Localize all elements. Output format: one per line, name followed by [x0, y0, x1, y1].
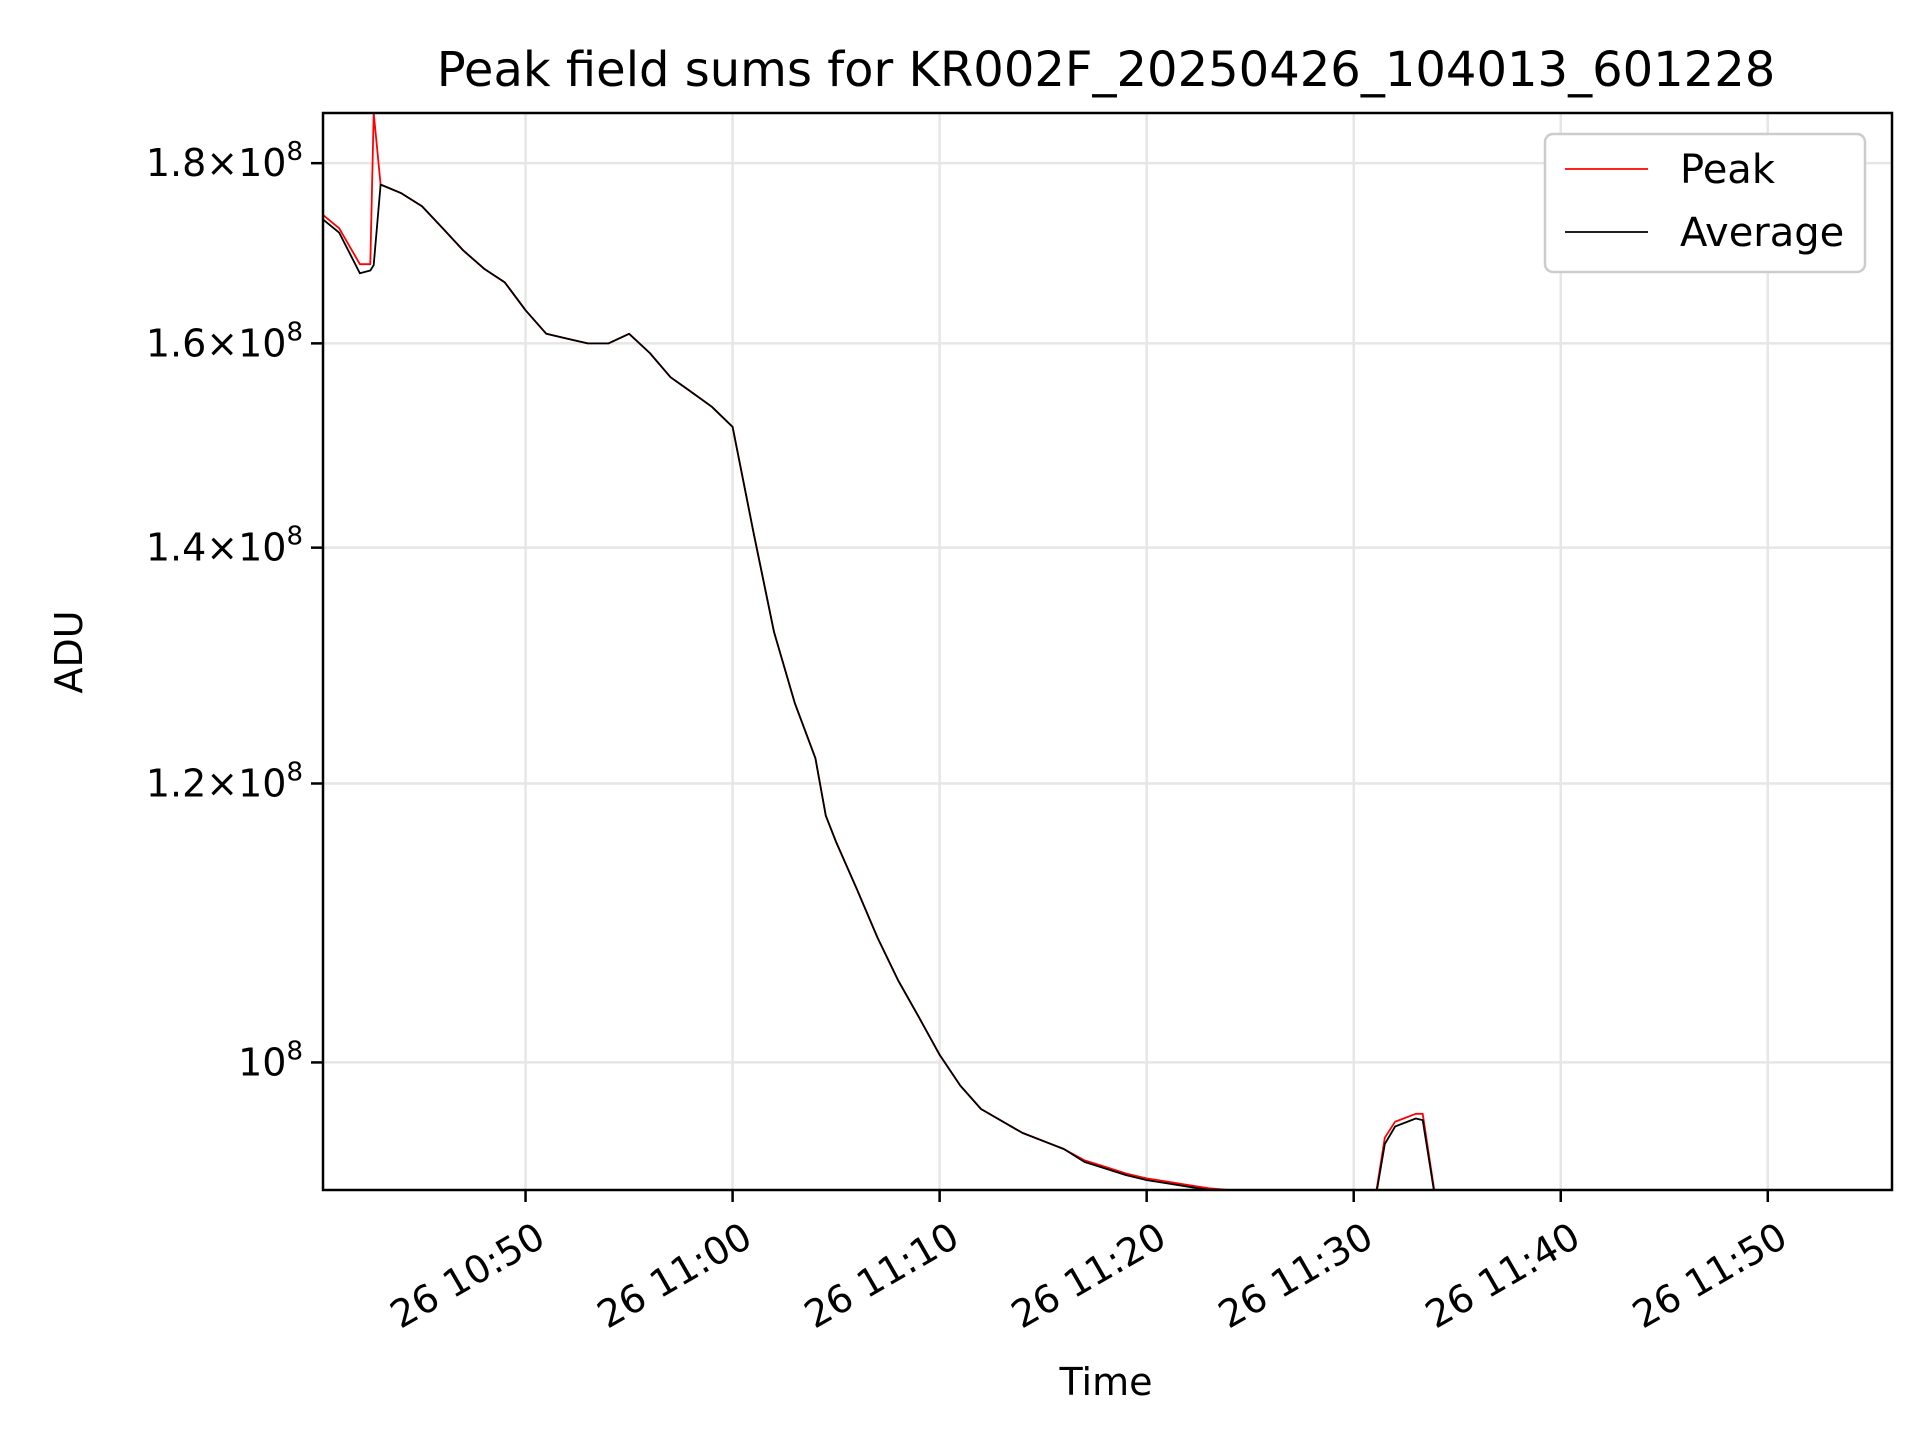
y-tick-label: 1.6×108 — [146, 317, 303, 365]
legend-label-average: Average — [1680, 210, 1844, 256]
y-tick-label: 1.8×108 — [146, 137, 303, 185]
plot-frame — [321, 111, 1894, 1192]
y-axis-label: ADU — [47, 610, 91, 693]
series-lines — [323, 113, 1436, 1190]
legend-label-peak: Peak — [1680, 147, 1776, 193]
series-line-average — [323, 183, 1435, 1190]
chart-title: Peak field sums for KR002F_20250426_1040… — [437, 42, 1776, 98]
legend: Peak Average — [1543, 132, 1867, 274]
y-tick-label: 1.4×108 — [146, 522, 303, 570]
y-tick-label: 108 — [238, 1036, 303, 1084]
y-tick-label: 1.2×108 — [146, 757, 303, 805]
x-axis-label: Time — [1059, 1360, 1153, 1404]
